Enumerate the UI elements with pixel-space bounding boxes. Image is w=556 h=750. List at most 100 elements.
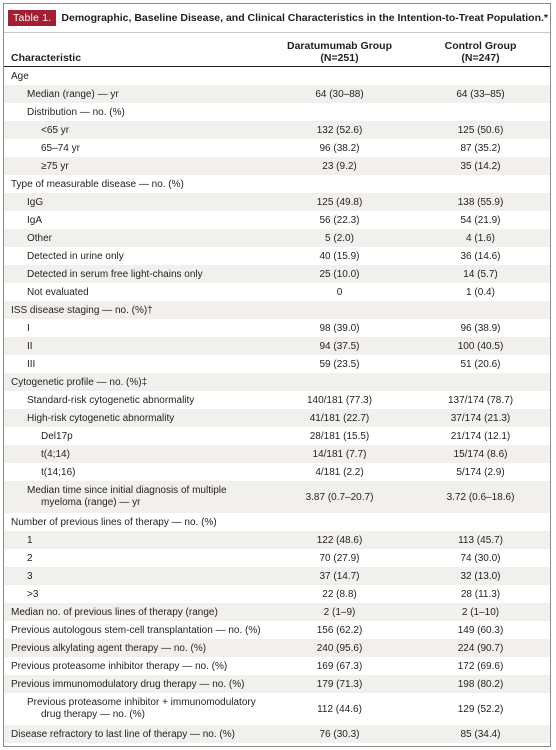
cell-control: 35 (14.2) — [460, 160, 501, 172]
cell-daratumumab: 14/181 (7.7) — [312, 448, 367, 460]
cell-control: 4 (1.6) — [466, 232, 495, 244]
cell-control: 149 (60.3) — [457, 624, 504, 636]
row-label: <65 yr — [41, 124, 70, 136]
table-row: Previous immunomodulatory drug therapy —… — [4, 675, 550, 693]
table-row: Previous proteasome inhibitor therapy — … — [4, 657, 550, 675]
cell-control: 87 (35.2) — [460, 142, 501, 154]
cell-control: 137/174 (78.7) — [447, 394, 514, 406]
cell-control: 85 (34.4) — [460, 728, 501, 740]
cell-control: 36 (14.6) — [460, 250, 501, 262]
table-row: t(4;14) 14/181 (7.7) 15/174 (8.6) — [4, 445, 550, 463]
row-label: 3 — [27, 570, 33, 582]
table-row: Age — [4, 67, 550, 85]
table-row: Distribution — no. (%) — [4, 103, 550, 121]
cell-daratumumab: 40 (15.9) — [319, 250, 360, 262]
cell-control: 21/174 (12.1) — [450, 430, 511, 442]
cell-control: 172 (69.6) — [457, 660, 504, 672]
cell-control: 138 (55.9) — [457, 196, 504, 208]
row-label: III — [27, 358, 36, 370]
table-row: 1 122 (48.6) 113 (45.7) — [4, 531, 550, 549]
cell-daratumumab: 64 (30–88) — [315, 88, 364, 100]
table-row: Median time since initial diagnosis of m… — [4, 481, 550, 513]
cell-daratumumab: 169 (67.3) — [316, 660, 363, 672]
cell-daratumumab: 25 (10.0) — [319, 268, 360, 280]
table-row: Detected in serum free light-chains only… — [4, 265, 550, 283]
row-label: Detected in urine only — [27, 250, 124, 262]
row-label: II — [27, 340, 33, 352]
table-frame: Table 1. Demographic, Baseline Disease, … — [3, 3, 551, 747]
cell-daratumumab: 156 (62.2) — [316, 624, 363, 636]
cell-daratumumab: 0 — [336, 286, 343, 298]
cell-control: 74 (30.0) — [460, 552, 501, 564]
row-label: Del17p — [41, 430, 73, 442]
header-daratumumab-group: Daratumumab Group (N=251) — [266, 40, 413, 64]
cell-daratumumab: 37 (14.7) — [319, 570, 360, 582]
row-label: Previous immunomodulatory drug therapy —… — [11, 678, 245, 690]
table-row: Median (range) — yr 64 (30–88) 64 (33–85) — [4, 85, 550, 103]
table-row: Not evaluated 0 1 (0.4) — [4, 283, 550, 301]
cell-daratumumab: 5 (2.0) — [325, 232, 354, 244]
cell-daratumumab: 98 (39.0) — [319, 322, 360, 334]
cell-daratumumab: 122 (48.6) — [316, 534, 363, 546]
row-label: Number of previous lines of therapy — no… — [11, 516, 217, 528]
cell-daratumumab: 125 (49.8) — [316, 196, 363, 208]
row-label: Cytogenetic profile — no. (%)‡ — [11, 376, 148, 388]
row-label: t(14;16) — [41, 466, 76, 478]
table-row: IgG 125 (49.8) 138 (55.9) — [4, 193, 550, 211]
cell-control: 5/174 (2.9) — [456, 466, 505, 478]
row-label: Median (range) — yr — [27, 88, 119, 100]
table-row: Previous alkylating agent therapy — no. … — [4, 639, 550, 657]
cell-control: 224 (90.7) — [457, 642, 504, 654]
row-label: IgA — [27, 214, 43, 226]
table-header: Characteristic Daratumumab Group (N=251)… — [4, 33, 550, 67]
table-row: >3 22 (8.8) 28 (11.3) — [4, 585, 550, 603]
table-row: II 94 (37.5) 100 (40.5) — [4, 337, 550, 355]
row-label: 1 — [27, 534, 33, 546]
cell-daratumumab: 28/181 (15.5) — [309, 430, 370, 442]
table-row: ≥75 yr 23 (9.2) 35 (14.2) — [4, 157, 550, 175]
cell-daratumumab: 70 (27.9) — [319, 552, 360, 564]
header-daratumumab-n: (N=251) — [320, 52, 359, 64]
table-title: Demographic, Baseline Disease, and Clini… — [61, 12, 548, 24]
table-row: ISS disease staging — no. (%)† — [4, 301, 550, 319]
row-label: Previous alkylating agent therapy — no. … — [11, 642, 207, 654]
cell-daratumumab: 94 (37.5) — [319, 340, 360, 352]
table-row: Disease refractory to last line of thera… — [4, 725, 550, 743]
row-label: Median no. of previous lines of therapy … — [11, 606, 218, 618]
row-label: High-risk cytogenetic abnormality — [27, 412, 175, 424]
cell-control: 2 (1–10) — [461, 606, 500, 618]
row-label: Distribution — no. (%) — [27, 106, 125, 118]
row-label: IgG — [27, 196, 44, 208]
cell-daratumumab: 22 (8.8) — [322, 588, 357, 600]
cell-daratumumab: 140/181 (77.3) — [306, 394, 373, 406]
row-label: Previous autologous stem-cell transplant… — [11, 624, 261, 636]
row-label: Median time since initial diagnosis of m… — [27, 485, 227, 508]
cell-daratumumab: 4/181 (2.2) — [315, 466, 364, 478]
cell-daratumumab: 132 (52.6) — [316, 124, 363, 136]
table-row: Detected in urine only 40 (15.9) 36 (14.6) — [4, 247, 550, 265]
cell-daratumumab: 240 (95.6) — [316, 642, 363, 654]
table-row: Standard-risk cytogenetic abnormality 140… — [4, 391, 550, 409]
cell-control: 96 (38.9) — [460, 322, 501, 334]
table-row: Previous proteasome inhibitor + immunomo… — [4, 693, 550, 725]
cell-daratumumab: 179 (71.3) — [316, 678, 363, 690]
row-label: Detected in serum free light-chains only — [27, 268, 203, 280]
header-daratumumab-name: Daratumumab Group — [286, 40, 392, 52]
table-row: III 59 (23.5) 51 (20.6) — [4, 355, 550, 373]
table-title-bar: Table 1. Demographic, Baseline Disease, … — [4, 4, 550, 33]
table-row: 3 37 (14.7) 32 (13.0) — [4, 567, 550, 585]
row-label: Other — [27, 232, 53, 244]
table-row: Number of previous lines of therapy — no… — [4, 513, 550, 531]
row-label: 65–74 yr — [41, 142, 80, 154]
table-row: I 98 (39.0) 96 (38.9) — [4, 319, 550, 337]
header-control-n: (N=247) — [461, 52, 500, 64]
cell-control: 3.72 (0.6–18.6) — [446, 491, 515, 503]
cell-control: 51 (20.6) — [460, 358, 501, 370]
cell-control: 14 (5.7) — [463, 268, 498, 280]
header-control-group: Control Group (N=247) — [413, 40, 548, 64]
cell-daratumumab: 59 (23.5) — [319, 358, 360, 370]
row-label: 2 — [27, 552, 33, 564]
row-label: Age — [11, 70, 29, 82]
cell-daratumumab: 76 (30.3) — [319, 728, 360, 740]
row-label: Type of measurable disease — no. (%) — [11, 178, 184, 190]
